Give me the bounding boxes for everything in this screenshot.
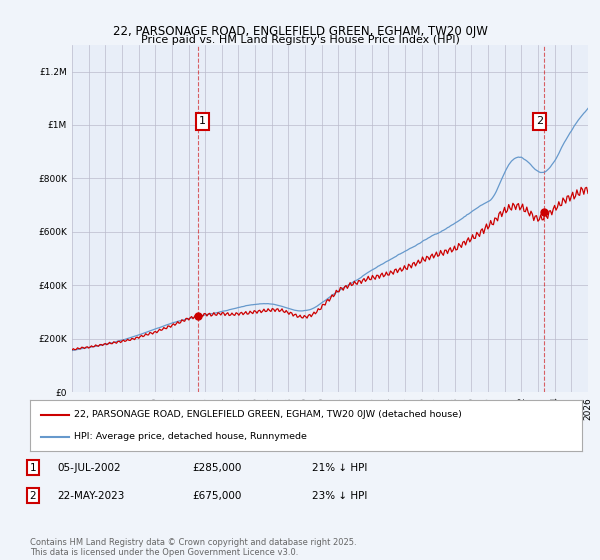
Text: 22-MAY-2023: 22-MAY-2023 (57, 491, 124, 501)
Text: Price paid vs. HM Land Registry's House Price Index (HPI): Price paid vs. HM Land Registry's House … (140, 35, 460, 45)
Text: 05-JUL-2002: 05-JUL-2002 (57, 463, 121, 473)
Text: 1: 1 (199, 116, 206, 126)
Text: HPI: Average price, detached house, Runnymede: HPI: Average price, detached house, Runn… (74, 432, 307, 441)
Text: 2: 2 (536, 116, 543, 126)
Text: 22, PARSONAGE ROAD, ENGLEFIELD GREEN, EGHAM, TW20 0JW (detached house): 22, PARSONAGE ROAD, ENGLEFIELD GREEN, EG… (74, 410, 462, 419)
Text: £285,000: £285,000 (192, 463, 241, 473)
Text: Contains HM Land Registry data © Crown copyright and database right 2025.
This d: Contains HM Land Registry data © Crown c… (30, 538, 356, 557)
Text: 2: 2 (29, 491, 37, 501)
Text: 21% ↓ HPI: 21% ↓ HPI (312, 463, 367, 473)
Text: 23% ↓ HPI: 23% ↓ HPI (312, 491, 367, 501)
Text: £675,000: £675,000 (192, 491, 241, 501)
Text: 22, PARSONAGE ROAD, ENGLEFIELD GREEN, EGHAM, TW20 0JW: 22, PARSONAGE ROAD, ENGLEFIELD GREEN, EG… (113, 25, 487, 38)
Text: 1: 1 (29, 463, 37, 473)
